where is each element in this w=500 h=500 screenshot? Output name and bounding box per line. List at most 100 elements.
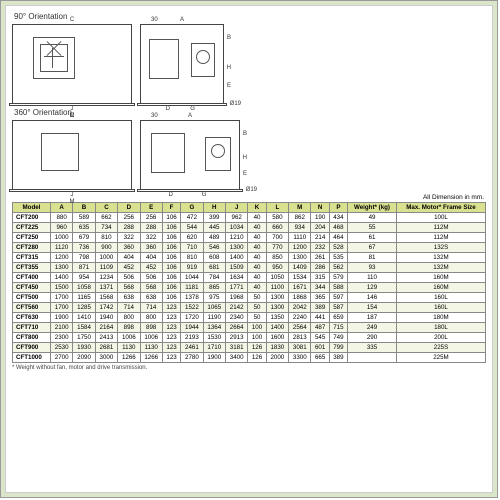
orientation-90-title: 90° Orientation xyxy=(14,12,486,21)
data-cell: 344 xyxy=(311,283,329,293)
drawings-90: C M J A 30 B H E D G xyxy=(12,24,486,104)
model-cell: CFT630 xyxy=(13,313,51,323)
data-cell: 568 xyxy=(140,283,162,293)
data-cell: 404 xyxy=(140,253,162,263)
data-cell: 734 xyxy=(95,223,117,233)
data-cell: 1830 xyxy=(266,343,288,353)
data-cell: 608 xyxy=(203,253,225,263)
data-cell: 1868 xyxy=(289,293,311,303)
data-cell: 1400 xyxy=(225,253,247,263)
data-cell: 954 xyxy=(73,273,95,283)
data-cell: 81 xyxy=(348,253,397,263)
data-cell: 528 xyxy=(329,243,347,253)
data-cell: 123 xyxy=(162,343,180,353)
data-cell: 1400 xyxy=(266,323,288,333)
data-cell: 1234 xyxy=(95,273,117,283)
data-cell: 1930 xyxy=(73,343,95,353)
table-row: CFT7102100158421648988981231944136426641… xyxy=(13,323,486,333)
data-cell: 589 xyxy=(73,213,95,223)
data-cell: 1400 xyxy=(50,273,72,283)
data-cell: 3181 xyxy=(225,343,247,353)
data-cell: 146 xyxy=(348,293,397,303)
data-cell: 1210 xyxy=(225,233,247,243)
data-cell: 106 xyxy=(162,283,180,293)
data-cell: 2340 xyxy=(225,313,247,323)
data-cell: 50 xyxy=(248,313,266,323)
data-cell: 1100 xyxy=(266,283,288,293)
data-cell: 579 xyxy=(329,273,347,283)
data-cell: 1968 xyxy=(225,293,247,303)
table-row: CFT8002300175024131006100612321931530291… xyxy=(13,333,486,343)
data-cell: 1044 xyxy=(181,273,203,283)
data-cell: 635 xyxy=(73,223,95,233)
data-cell: 445 xyxy=(203,223,225,233)
data-cell: 620 xyxy=(181,233,203,243)
col-header: Max. Motor* Frame Size xyxy=(396,203,485,213)
data-cell: 322 xyxy=(140,233,162,243)
data-cell: 468 xyxy=(329,223,347,233)
data-cell: 214 xyxy=(311,233,329,243)
data-cell: 898 xyxy=(140,323,162,333)
data-cell: 1130 xyxy=(118,343,140,353)
table-row: CFT9002530193026811130113012324611710318… xyxy=(13,343,486,353)
data-cell: 700 xyxy=(266,233,288,243)
data-cell: 160L xyxy=(396,293,485,303)
data-cell: 1200 xyxy=(289,243,311,253)
data-cell: 800 xyxy=(118,313,140,323)
data-cell: 810 xyxy=(181,253,203,263)
data-cell: 798 xyxy=(73,253,95,263)
data-cell xyxy=(348,353,397,363)
data-cell: 1065 xyxy=(203,303,225,313)
model-cell: CFT400 xyxy=(13,273,51,283)
data-cell: 681 xyxy=(203,263,225,273)
data-cell: 1000 xyxy=(50,233,72,243)
col-header: P xyxy=(329,203,347,213)
data-cell: 464 xyxy=(329,233,347,243)
data-cell: 1410 xyxy=(73,313,95,323)
data-cell: 261 xyxy=(311,253,329,263)
data-cell: 934 xyxy=(289,223,311,233)
data-cell: 290 xyxy=(348,333,397,343)
model-cell: CFT500 xyxy=(13,293,51,303)
data-cell: 40 xyxy=(248,253,266,263)
data-cell: 898 xyxy=(118,323,140,333)
data-cell: 106 xyxy=(162,263,180,273)
data-cell: 1634 xyxy=(225,273,247,283)
data-cell: 1700 xyxy=(50,293,72,303)
data-cell: 61 xyxy=(348,233,397,243)
data-cell: 710 xyxy=(181,243,203,253)
drawings-360: C M J A 30 B H E D G Ø19 xyxy=(12,120,486,190)
data-cell: 55 xyxy=(348,223,397,233)
model-cell: CFT710 xyxy=(13,323,51,333)
col-header: F xyxy=(162,203,180,213)
data-cell: 190 xyxy=(311,213,329,223)
table-row: CFT6301900141019408008001231720119023405… xyxy=(13,313,486,323)
data-cell: 1364 xyxy=(203,323,225,333)
data-cell: 865 xyxy=(203,283,225,293)
data-cell: 1266 xyxy=(140,353,162,363)
view-90-front: C M J xyxy=(12,24,132,104)
data-cell: 1000 xyxy=(95,253,117,263)
data-cell: 2664 xyxy=(225,323,247,333)
data-cell: 1050 xyxy=(266,273,288,283)
table-row: CFT4001400954123450650610610447841634401… xyxy=(13,273,486,283)
data-cell: 1006 xyxy=(118,333,140,343)
data-cell: 1371 xyxy=(95,283,117,293)
data-cell: 100 xyxy=(248,323,266,333)
data-cell: 487 xyxy=(311,323,329,333)
data-cell: 360 xyxy=(118,243,140,253)
data-cell: 2413 xyxy=(95,333,117,343)
data-cell: 40 xyxy=(248,243,266,253)
data-cell: 736 xyxy=(73,243,95,253)
data-cell: 1285 xyxy=(73,303,95,313)
data-cell: 489 xyxy=(203,233,225,243)
data-cell: 180M xyxy=(396,313,485,323)
col-header: L xyxy=(266,203,288,213)
view-360-front: C M J xyxy=(12,120,132,190)
data-cell: 180L xyxy=(396,323,485,333)
dimension-unit-note: All Dimension in mm. xyxy=(12,194,484,201)
table-row: CFT5001700116515686386381061378975196850… xyxy=(13,293,486,303)
data-cell: 441 xyxy=(311,313,329,323)
data-cell: 871 xyxy=(73,263,95,273)
data-cell: 110 xyxy=(348,273,397,283)
